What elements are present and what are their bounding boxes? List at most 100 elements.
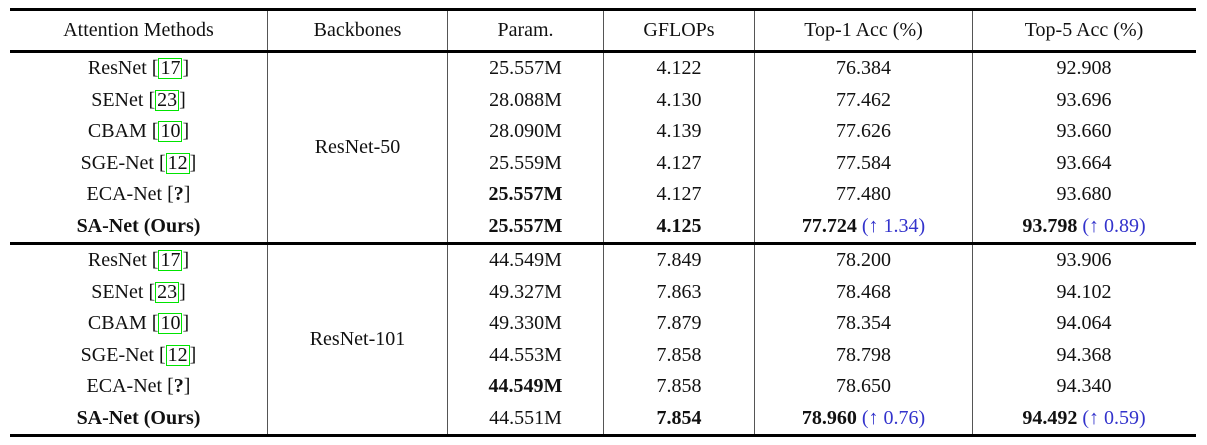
citation-link[interactable]: 12 <box>165 151 190 174</box>
method-cell: CBAM[10] <box>10 308 268 340</box>
param-cell: 25.557M <box>448 53 604 85</box>
top1-value: 78.468 <box>836 280 891 303</box>
top1-acc-cell: 77.626 <box>755 116 973 148</box>
citation: [?] <box>167 375 191 398</box>
gflops-cell: 7.863 <box>604 276 755 308</box>
top1-value: 78.798 <box>836 343 891 366</box>
top1-acc-cell: 78.468 <box>755 276 973 308</box>
method-name: CBAM <box>87 120 147 143</box>
method-name: SENet <box>91 88 144 111</box>
gflops-value: 4.127 <box>656 151 702 174</box>
param-cell: 28.088M <box>448 84 604 116</box>
top5-acc-cell: 93.664 <box>973 148 1195 180</box>
top1-value: 77.584 <box>836 151 891 174</box>
param-value: 25.559M <box>489 151 562 174</box>
param-value: 49.327M <box>489 280 562 303</box>
top5-value: 94.340 <box>1056 375 1112 398</box>
results-table: Attention Methods Backbones Param. GFLOP… <box>10 8 1196 437</box>
method-cell: ResNet[17] <box>10 53 268 85</box>
method-cell: SGE-Net[12] <box>10 339 268 371</box>
top1-acc-cell: 76.384 <box>755 53 973 85</box>
resnet101-block: ResNet[17] ResNet-101 44.549M 7.849 78.200 93… <box>10 245 1196 437</box>
gflops-cell: 7.854 <box>604 402 755 434</box>
citation-link[interactable]: 17 <box>158 249 183 272</box>
gflops-cell: 7.879 <box>604 308 755 340</box>
param-value: 44.549M <box>488 375 563 398</box>
param-value: 25.557M <box>488 214 563 237</box>
param-value: 25.557M <box>489 57 562 80</box>
top5-value: 93.660 <box>1056 120 1112 143</box>
method-name: ECA-Net <box>86 375 163 398</box>
citation: [17] <box>151 57 190 80</box>
backbone-cell: ResNet-101 <box>268 245 448 434</box>
column-header-attention-methods: Attention Methods <box>10 11 268 50</box>
method-name: ECA-Net <box>86 183 163 206</box>
top1-acc-cell: 78.354 <box>755 308 973 340</box>
citation: [23] <box>148 280 186 303</box>
top5-value: 94.102 <box>1056 280 1112 303</box>
backbone-name: ResNet-50 <box>314 136 401 158</box>
top5-acc-cell: 92.908 <box>973 53 1195 85</box>
gflops-cell: 7.849 <box>604 245 755 277</box>
gflops-value: 4.125 <box>656 214 702 237</box>
method-cell: SENet[23] <box>10 84 268 116</box>
gflops-value: 7.858 <box>656 343 702 366</box>
top1-value: 77.724 <box>801 214 857 237</box>
top1-value: 76.384 <box>836 57 891 80</box>
gflops-value: 7.854 <box>656 406 702 429</box>
top1-value: 77.480 <box>836 183 891 206</box>
citation-link[interactable]: 23 <box>155 280 180 303</box>
top1-improvement: (↑ 1.34) <box>861 214 926 237</box>
method-cell: ECA-Net [?] <box>10 371 268 403</box>
param-cell: 28.090M <box>448 116 604 148</box>
citation: [23] <box>148 88 186 111</box>
top1-value: 78.960 <box>801 406 857 429</box>
param-value: 44.549M <box>489 249 562 272</box>
top5-value: 93.680 <box>1056 183 1112 206</box>
method-cell: ECA-Net [?] <box>10 179 268 211</box>
method-name: SGE-Net <box>80 343 154 366</box>
top1-value: 77.626 <box>836 120 891 143</box>
method-cell: SENet[23] <box>10 276 268 308</box>
gflops-cell: 4.125 <box>604 210 755 242</box>
top1-value: 78.354 <box>836 312 891 335</box>
gflops-cell: 4.139 <box>604 116 755 148</box>
top5-acc-cell: 94.492 (↑ 0.59) <box>973 403 1195 435</box>
top5-acc-cell: 94.064 <box>973 308 1195 340</box>
citation-link[interactable]: 10 <box>158 312 183 335</box>
backbone-cell: ResNet-50 <box>268 53 448 242</box>
citation-link[interactable]: 10 <box>158 120 183 143</box>
citation-link[interactable]: 17 <box>158 57 183 80</box>
gflops-cell: 4.122 <box>604 53 755 85</box>
top1-acc-cell: 77.462 <box>755 84 973 116</box>
citation-link[interactable]: 12 <box>165 343 190 366</box>
top1-acc-cell: 78.960 (↑ 0.76) <box>755 402 973 434</box>
column-header-backbones: Backbones <box>268 11 448 50</box>
method-name: ResNet <box>87 57 147 80</box>
top5-value: 93.696 <box>1056 88 1112 111</box>
top5-acc-cell: 94.368 <box>973 340 1195 372</box>
column-header-param: Param. <box>448 11 604 50</box>
top5-value: 92.908 <box>1056 57 1112 80</box>
top1-acc-cell: 78.798 <box>755 339 973 371</box>
param-cell: 44.553M <box>448 339 604 371</box>
top5-value: 94.492 <box>1022 406 1078 429</box>
backbone-name: ResNet-101 <box>309 328 406 350</box>
gflops-cell: 7.858 <box>604 339 755 371</box>
top1-improvement: (↑ 0.76) <box>861 406 926 429</box>
top5-value: 94.368 <box>1056 343 1112 366</box>
gflops-cell: 4.127 <box>604 179 755 211</box>
gflops-value: 7.849 <box>656 249 702 272</box>
method-name: SENet <box>91 280 144 303</box>
gflops-cell: 4.127 <box>604 147 755 179</box>
top1-acc-cell: 78.200 <box>755 245 973 277</box>
method-cell: SA-Net (Ours) <box>10 210 268 242</box>
citation-link: ? <box>173 375 184 398</box>
citation-link[interactable]: 23 <box>155 88 180 111</box>
param-cell: 49.330M <box>448 308 604 340</box>
top5-improvement: (↑ 0.59) <box>1082 406 1146 429</box>
param-value: 28.090M <box>489 120 562 143</box>
gflops-value: 4.127 <box>656 183 702 206</box>
top5-value: 94.064 <box>1056 312 1112 335</box>
top1-value: 78.200 <box>836 249 891 272</box>
